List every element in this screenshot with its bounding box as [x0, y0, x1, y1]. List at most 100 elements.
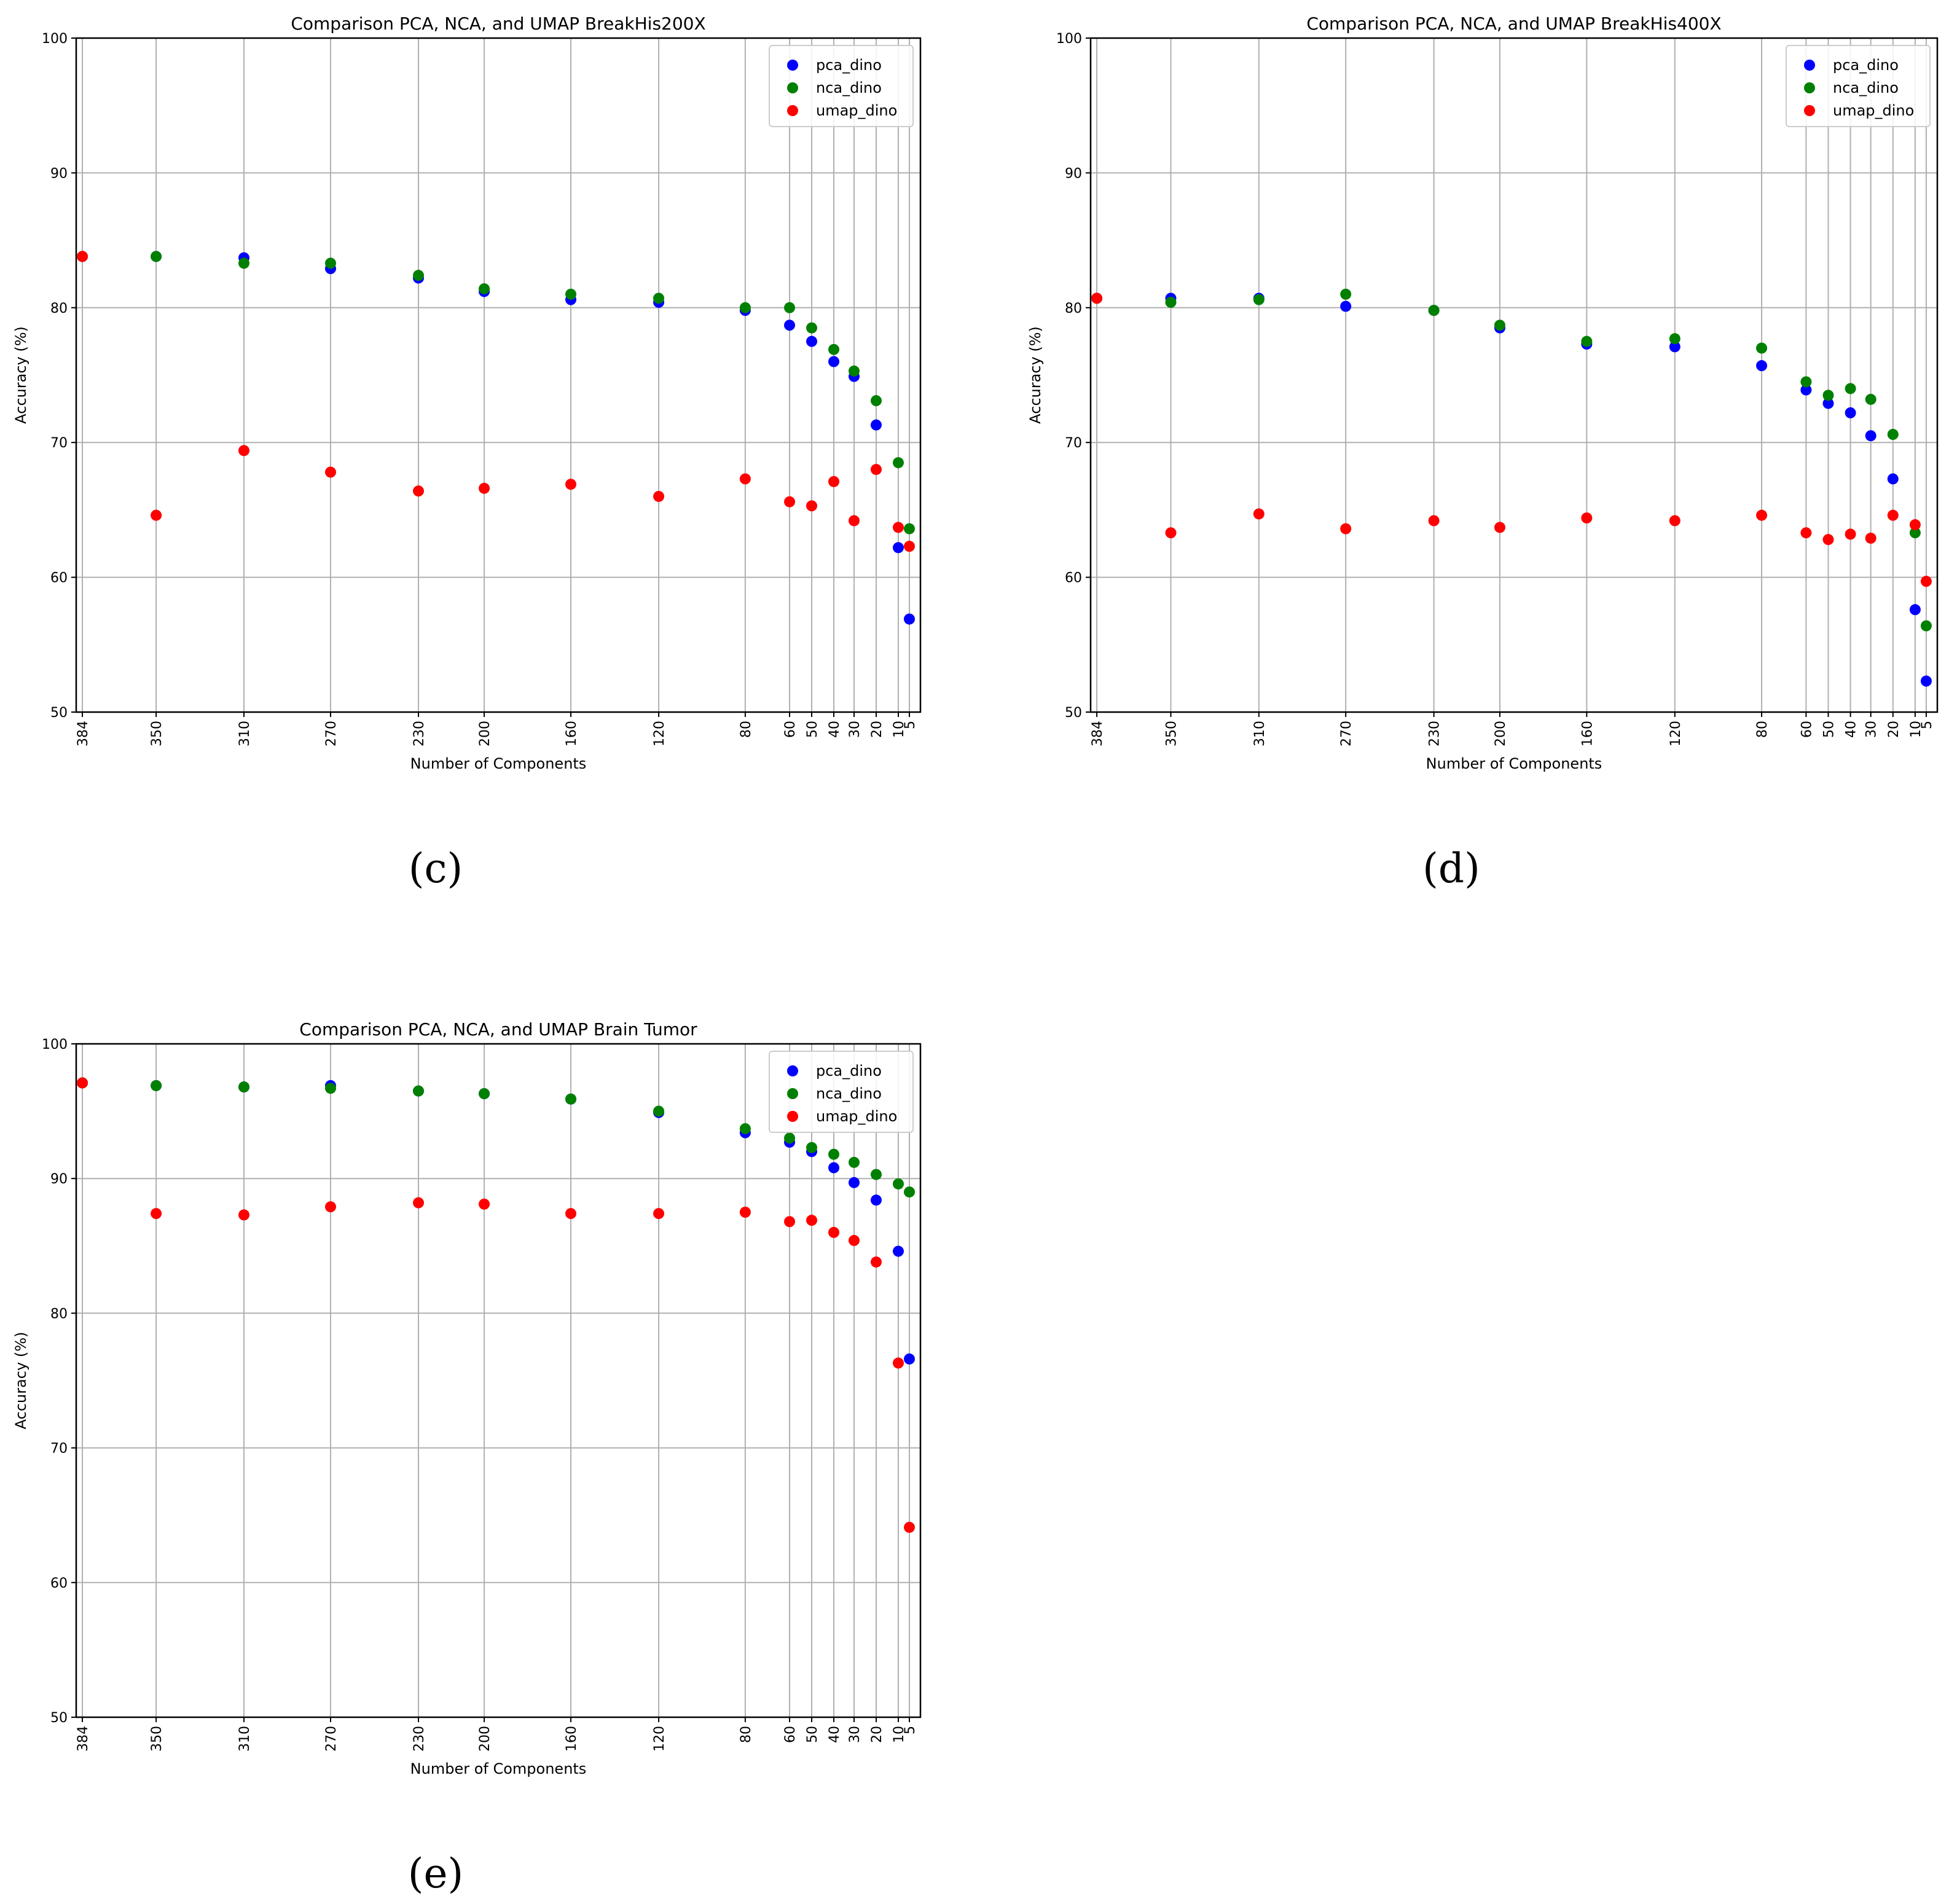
x-tick-label: 60: [783, 1726, 798, 1743]
chart-title: Comparison PCA, NCA, and UMAP BreakHis20…: [291, 14, 705, 34]
legend-marker-umap-dino: [787, 105, 798, 116]
x-tick-label: 120: [652, 721, 667, 746]
data-point-pca-dino: [1756, 360, 1768, 372]
y-tick-label: 80: [50, 301, 68, 316]
x-tick-label: 310: [237, 1726, 253, 1752]
data-point-umap-dino: [1253, 508, 1265, 520]
data-point-nca-dino: [653, 292, 665, 304]
data-point-umap-dino: [1340, 523, 1352, 535]
y-tick-label: 100: [42, 1037, 68, 1052]
data-point-nca-dino: [893, 457, 904, 469]
x-tick-label: 230: [1427, 721, 1443, 746]
data-point-nca-dino: [151, 1079, 162, 1091]
data-point-nca-dino: [784, 1132, 796, 1144]
data-point-pca-dino: [904, 1353, 916, 1365]
legend-box: [1786, 45, 1931, 127]
caption-e: (e): [408, 1850, 464, 1897]
data-point-nca-dino: [806, 322, 818, 334]
chart-title: Comparison PCA, NCA, and UMAP Brain Tumo…: [299, 1019, 697, 1040]
data-point-umap-dino: [151, 509, 162, 521]
y-tick-label: 70: [1065, 436, 1082, 451]
data-point-umap-dino: [1920, 576, 1932, 587]
data-point-nca-dino: [413, 1085, 425, 1097]
chart-panel-d: Comparison PCA, NCA, and UMAP BreakHis40…: [1027, 14, 1939, 772]
data-point-umap-dino: [739, 473, 751, 485]
data-point-umap-dino: [653, 1208, 665, 1220]
data-point-umap-dino: [77, 1077, 88, 1089]
data-point-umap-dino: [151, 1208, 162, 1220]
data-point-nca-dino: [1165, 297, 1177, 308]
x-tick-label: 80: [1755, 721, 1770, 738]
data-point-nca-dino: [413, 270, 425, 281]
data-point-nca-dino: [828, 1148, 840, 1160]
data-point-umap-dino: [1845, 528, 1856, 540]
legend-marker-pca-dino: [1804, 60, 1815, 71]
y-tick-label: 50: [1065, 705, 1082, 721]
data-point-pca-dino: [784, 319, 796, 331]
data-point-umap-dino: [1756, 509, 1768, 521]
x-tick-label: 200: [1493, 721, 1508, 746]
caption-c: (c): [409, 845, 463, 892]
legend-box: [769, 1051, 914, 1133]
data-point-pca-dino: [893, 542, 904, 554]
data-point-nca-dino: [1909, 527, 1921, 539]
y-axis-label: Accuracy (%): [1027, 326, 1044, 424]
data-point-nca-dino: [565, 1093, 577, 1105]
data-point-umap-dino: [904, 541, 916, 552]
data-point-nca-dino: [1822, 390, 1834, 401]
x-tick-label: 120: [652, 1726, 667, 1752]
legend-marker-umap-dino: [787, 1111, 798, 1122]
data-point-nca-dino: [1428, 305, 1440, 316]
legend-label-nca-dino: nca_dino: [816, 1085, 882, 1102]
legend-marker-umap-dino: [1804, 105, 1815, 116]
data-point-umap-dino: [1800, 527, 1812, 539]
x-tick-label: 40: [827, 1726, 842, 1743]
y-tick-label: 80: [50, 1306, 68, 1322]
data-point-umap-dino: [849, 515, 860, 527]
y-tick-label: 90: [50, 1172, 68, 1187]
x-tick-label: 10: [1908, 721, 1924, 738]
chart-panel-c: Comparison PCA, NCA, and UMAP BreakHis20…: [12, 14, 922, 772]
chart-title: Comparison PCA, NCA, and UMAP BreakHis40…: [1306, 14, 1721, 34]
x-tick-label: 120: [1668, 721, 1684, 746]
data-point-umap-dino: [849, 1235, 860, 1247]
data-point-umap-dino: [806, 500, 818, 512]
data-point-umap-dino: [1581, 512, 1593, 524]
x-tick-label: 200: [477, 721, 493, 746]
data-point-nca-dino: [238, 257, 250, 269]
data-point-umap-dino: [1091, 292, 1103, 304]
data-point-nca-dino: [479, 283, 490, 295]
data-point-nca-dino: [238, 1081, 250, 1093]
data-point-umap-dino: [324, 466, 336, 478]
data-point-nca-dino: [1253, 294, 1265, 305]
data-point-umap-dino: [1887, 509, 1899, 521]
data-point-nca-dino: [151, 251, 162, 262]
data-point-nca-dino: [1845, 383, 1856, 394]
y-axis-label: Accuracy (%): [12, 1332, 29, 1430]
data-point-nca-dino: [1800, 376, 1812, 388]
data-point-pca-dino: [1920, 675, 1932, 687]
x-tick-label: 384: [76, 721, 91, 746]
data-point-nca-dino: [1340, 288, 1352, 300]
x-tick-label: 230: [412, 721, 427, 746]
data-point-nca-dino: [904, 523, 916, 535]
y-tick-label: 60: [50, 571, 68, 586]
legend-marker-nca-dino: [1804, 82, 1815, 93]
x-tick-label: 10: [892, 721, 907, 738]
x-tick-label: 200: [477, 1726, 493, 1752]
data-point-umap-dino: [1669, 515, 1680, 527]
data-point-nca-dino: [479, 1088, 490, 1100]
data-point-nca-dino: [653, 1105, 665, 1117]
data-point-nca-dino: [739, 1123, 751, 1135]
plot-frame: [75, 37, 922, 713]
data-point-nca-dino: [1669, 333, 1680, 345]
y-tick-label: 70: [50, 436, 68, 451]
data-point-nca-dino: [1756, 342, 1768, 354]
data-point-umap-dino: [413, 485, 425, 497]
legend-marker-nca-dino: [787, 82, 798, 93]
data-point-nca-dino: [849, 1156, 860, 1168]
data-point-umap-dino: [479, 1198, 490, 1210]
data-point-pca-dino: [1909, 604, 1921, 616]
plot-frame: [75, 1043, 922, 1718]
